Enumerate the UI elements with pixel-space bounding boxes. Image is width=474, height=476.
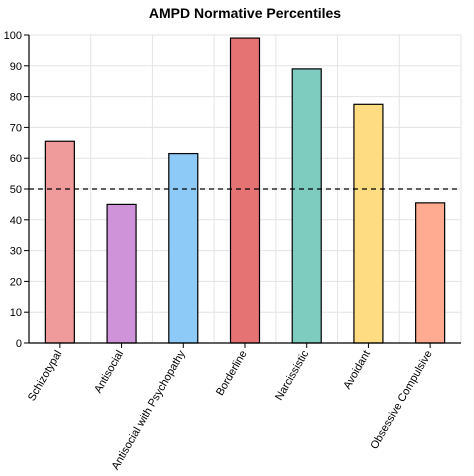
bar-antisocial-with-psychopathy: [168, 152, 199, 344]
y-tick-label: 40: [10, 215, 22, 227]
bar-schizotypal: [44, 140, 75, 344]
y-tick-label: 60: [10, 153, 22, 165]
x-tick-label: Antisocial with Psychopathy: [110, 348, 189, 472]
y-tick-label: 10: [10, 307, 22, 319]
axes: [24, 34, 461, 348]
x-tick-label: Schizotypal: [26, 349, 65, 404]
chart-title: AMPD Normative Percentiles: [149, 5, 341, 21]
x-tick-label: Narcissistic: [273, 348, 311, 403]
bar-obsessive-compulsive: [415, 202, 446, 344]
bar-narcissistic: [291, 68, 322, 344]
y-tick-labels: 0 10 20 30 40 50 60 70 80 90 100: [4, 30, 22, 350]
x-tick-label: Avoidant: [341, 349, 373, 392]
y-tick-label: 50: [10, 184, 22, 196]
x-tick-label: Obsessive Compulsive: [368, 348, 434, 451]
y-tick-label: 80: [10, 92, 22, 104]
y-tick-label: 30: [10, 246, 22, 258]
y-tick-label: 70: [10, 122, 22, 134]
x-tick-label: Antisocial: [92, 349, 126, 396]
bar-borderline: [229, 37, 261, 344]
x-tick-label: Borderline: [214, 349, 249, 398]
y-tick-label: 100: [4, 30, 22, 42]
bars: [44, 37, 446, 344]
bar-antisocial: [106, 203, 137, 344]
bar-avoidant: [353, 103, 384, 344]
y-tick-label: 90: [10, 61, 22, 73]
y-tick-label: 0: [16, 338, 22, 350]
y-tick-label: 20: [10, 276, 22, 288]
